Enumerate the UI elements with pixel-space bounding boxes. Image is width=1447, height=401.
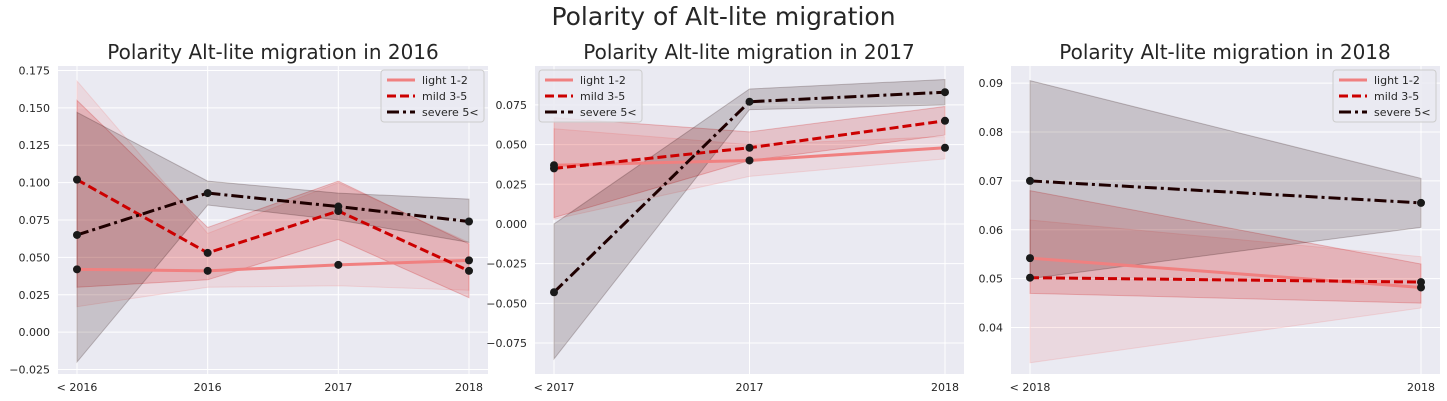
- y-tick-label: 0.125: [19, 139, 51, 152]
- series-line: [1029, 276, 1422, 284]
- confidence-band: [553, 78, 946, 361]
- y-tick-label: 0.05: [979, 273, 1004, 286]
- data-point: [941, 88, 949, 97]
- chart-title: Polarity Alt-lite migration in 2016: [107, 40, 439, 64]
- x-tick-label: 2017: [324, 381, 352, 394]
- chart-title: Polarity Alt-lite migration in 2018: [1059, 40, 1391, 64]
- y-tick-label: 0.07: [979, 175, 1004, 188]
- confidence-band: [1029, 80, 1422, 280]
- legend-label: light 1-2: [1374, 74, 1420, 87]
- legend-label: light 1-2: [422, 74, 468, 87]
- data-point: [1026, 254, 1034, 263]
- chart-panel-3: 0.04 0.05 0.06 0.07 0.08 0.09 < 2018 2018 Polari…: [979, 40, 1440, 394]
- legend-box: [1332, 69, 1437, 123]
- data-point: [465, 266, 473, 275]
- legend-box: [380, 69, 485, 123]
- chart-title: Polarity Alt-lite migration in 2017: [583, 40, 915, 64]
- data-point: [550, 288, 558, 297]
- y-tick-label: −0.025: [486, 258, 527, 271]
- data-point: [73, 230, 81, 239]
- y-tick-label: 0.100: [19, 177, 51, 190]
- y-tick-label: 0.150: [19, 102, 51, 115]
- series-line: [76, 258, 470, 273]
- y-tick-label: 0.04: [979, 322, 1004, 335]
- y-tick-label: 0.050: [19, 251, 51, 264]
- y-tick-label: 0.075: [496, 99, 528, 112]
- x-tick-label: 2018: [931, 381, 959, 394]
- legend-label: severe 5<: [1374, 106, 1431, 119]
- data-point: [334, 202, 343, 211]
- chart-panel-2: −0.075 −0.050 −0.025 0.000 0.025 0.050 0.075 < …: [486, 40, 964, 394]
- legend-box: [538, 69, 643, 123]
- legend-label: light 1-2: [580, 74, 626, 87]
- series-line: [76, 191, 470, 237]
- data-point: [941, 143, 949, 152]
- chart-panel-1: −0.025 0.000 0.025 0.050 0.075 0.100 0.125 0.15…: [9, 40, 488, 394]
- legend-label: severe 5<: [422, 106, 479, 119]
- x-tick-label: 2018: [455, 381, 483, 394]
- x-tick-label: < 2018: [1010, 381, 1051, 394]
- x-tick-label: 2018: [1407, 381, 1435, 394]
- x-tick-label: 2016: [194, 381, 222, 394]
- data-point: [941, 116, 949, 125]
- legend: light 1-2 mild 3-5 severe 5<: [380, 69, 485, 123]
- confidence-band: [76, 79, 470, 308]
- figure-title: Polarity of Alt-lite migration: [551, 2, 896, 31]
- confidence-band: [1029, 219, 1422, 364]
- data-point: [1026, 273, 1034, 282]
- y-tick-label: 0.175: [19, 64, 51, 77]
- x-tick-label: < 2017: [534, 381, 575, 394]
- y-tick-label: 0.08: [979, 126, 1004, 139]
- data-point: [203, 248, 212, 257]
- data-point: [203, 266, 212, 275]
- data-point: [465, 256, 473, 265]
- data-point: [745, 156, 754, 165]
- y-tick-label: −0.025: [9, 364, 50, 377]
- y-tick-label: 0.06: [979, 224, 1004, 237]
- legend: light 1-2 mild 3-5 severe 5<: [538, 69, 643, 123]
- y-tick-label: 0.025: [19, 289, 51, 302]
- data-point: [203, 189, 212, 198]
- legend-label: mild 3-5: [422, 90, 467, 103]
- y-tick-label: −0.050: [486, 297, 527, 310]
- data-point: [334, 260, 343, 269]
- y-tick-label: 0.000: [496, 218, 528, 231]
- confidence-band: [76, 99, 470, 299]
- y-tick-label: 0.09: [979, 77, 1004, 90]
- legend-label: severe 5<: [580, 106, 637, 119]
- data-point: [745, 97, 754, 106]
- confidence-band: [553, 105, 946, 219]
- legend: light 1-2 mild 3-5 severe 5<: [1332, 69, 1437, 123]
- series-line: [76, 178, 470, 273]
- data-point: [745, 143, 754, 152]
- confidence-band: [76, 111, 470, 364]
- data-point: [465, 217, 473, 226]
- data-point: [1417, 278, 1425, 287]
- data-point: [73, 175, 81, 184]
- data-point: [550, 164, 558, 173]
- data-point: [73, 265, 81, 274]
- x-tick-label: < 2016: [57, 381, 98, 394]
- data-point: [1417, 198, 1425, 207]
- x-tick-label: 2017: [736, 381, 764, 394]
- legend-label: mild 3-5: [580, 90, 625, 103]
- y-tick-label: −0.075: [486, 337, 527, 350]
- legend-label: mild 3-5: [1374, 90, 1419, 103]
- y-tick-label: 0.000: [19, 326, 51, 339]
- data-point: [1026, 176, 1034, 185]
- y-tick-label: 0.025: [496, 178, 528, 191]
- y-tick-label: 0.050: [496, 139, 528, 152]
- series-line: [1029, 179, 1422, 205]
- y-tick-label: 0.075: [19, 214, 51, 227]
